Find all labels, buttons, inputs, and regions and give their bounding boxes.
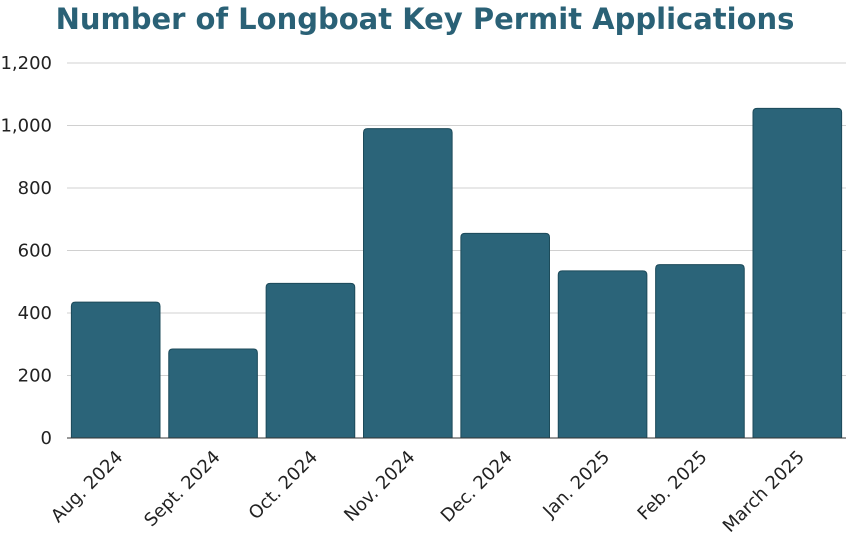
bar [265, 282, 356, 439]
bar [460, 232, 550, 439]
y-tick-label: 1,000 [0, 116, 52, 137]
x-tick-label: Jan. 2025 [538, 447, 614, 523]
x-axis-tick-labels: Aug. 2024 Sept. 2024 Oct. 2024 Nov. 2024 Dec… [47, 447, 809, 537]
x-tick-label: Sept. 2024 [140, 447, 224, 531]
y-tick-label: 600 [18, 241, 52, 262]
y-tick-label: 0 [41, 428, 52, 449]
x-tick-label: Oct. 2024 [245, 447, 322, 524]
bar [363, 128, 453, 439]
bar [168, 348, 258, 439]
x-tick-label: Feb. 2025 [634, 447, 712, 525]
y-tick-label: 1,200 [0, 53, 52, 74]
bar [655, 264, 745, 439]
x-tick-label: Dec. 2024 [437, 447, 517, 527]
bar [752, 107, 843, 439]
y-axis-tick-labels: 0 200 400 600 800 1,000 1,200 [0, 53, 52, 449]
bars [70, 107, 843, 439]
bar [557, 270, 648, 439]
bar [70, 301, 161, 439]
y-tick-label: 400 [18, 303, 52, 324]
y-tick-label: 800 [18, 178, 52, 199]
chart-title: Number of Longboat Key Permit Applicatio… [55, 2, 795, 36]
x-tick-label: Nov. 2024 [340, 447, 419, 526]
x-tick-label: March 2025 [719, 447, 809, 537]
y-tick-label: 200 [18, 366, 52, 387]
x-tick-label: Aug. 2024 [47, 447, 127, 527]
